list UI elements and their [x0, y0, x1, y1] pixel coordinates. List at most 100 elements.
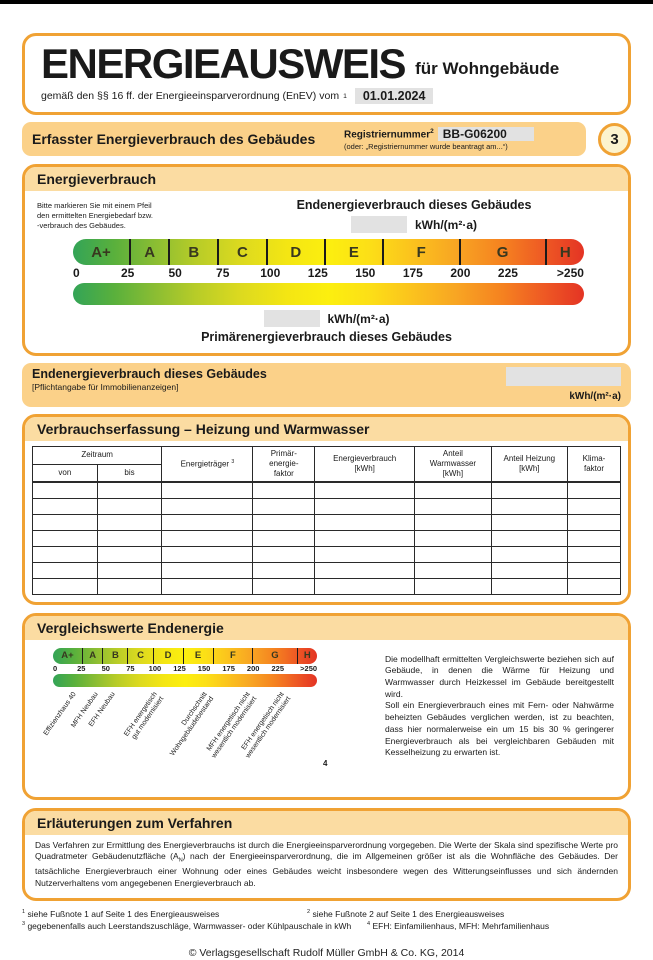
scale-class-g: G — [458, 239, 545, 266]
scale-class-e: E — [323, 239, 382, 266]
empty-cell[interactable] — [490, 481, 569, 499]
empty-cell[interactable] — [96, 497, 163, 515]
empty-cell[interactable] — [32, 481, 98, 499]
registry-alt-text: (oder: „Registriernummer wurde beantragt… — [344, 142, 508, 152]
empty-cell[interactable] — [96, 481, 163, 499]
final-energy-unit: kWh/(m²·a) — [415, 217, 477, 232]
empty-cell[interactable] — [414, 497, 492, 515]
explanation-section-title: Erläuterungen zum Verfahren — [25, 810, 628, 835]
empty-cell[interactable] — [96, 529, 163, 547]
empty-cell[interactable] — [161, 481, 254, 499]
primary-energy-value-field[interactable] — [263, 310, 320, 328]
final-energy-value-field[interactable] — [351, 216, 407, 234]
empty-cell[interactable] — [490, 513, 569, 531]
comparison-explanation: Die modellhaft ermittelten Vergleichswer… — [371, 648, 618, 793]
empty-cell[interactable] — [252, 513, 316, 531]
empty-cell[interactable] — [32, 545, 98, 563]
empty-cell[interactable] — [490, 529, 569, 547]
empty-cell[interactable] — [96, 545, 163, 563]
empty-cell[interactable] — [567, 529, 621, 547]
empty-cell[interactable] — [314, 513, 416, 531]
empty-cell[interactable] — [314, 529, 416, 547]
empty-cell[interactable] — [490, 577, 569, 595]
empty-cell[interactable] — [314, 481, 416, 499]
empty-cell[interactable] — [32, 577, 98, 595]
empty-cell[interactable] — [567, 481, 621, 499]
energy-consumption-section-title: Energieverbrauch — [25, 167, 628, 192]
empty-cell[interactable] — [414, 481, 492, 499]
consumption-table-section: Verbrauchserfassung – Heizung und Warmwa… — [22, 414, 631, 605]
energy-consumption-section: Energieverbrauch Bitte markieren Sie mit… — [22, 164, 631, 357]
empty-cell[interactable] — [32, 513, 98, 531]
primary-energy-unit: kWh/(m²·a) — [327, 311, 390, 326]
empty-cell[interactable] — [314, 561, 416, 579]
empty-cell[interactable] — [161, 545, 254, 563]
col-header-klimafaktor: Klima- faktor — [567, 446, 621, 484]
table-row — [32, 497, 621, 515]
final-energy-banner-value-field[interactable] — [506, 367, 621, 387]
empty-cell[interactable] — [567, 513, 621, 531]
empty-cell[interactable] — [96, 577, 163, 595]
empty-cell[interactable] — [252, 481, 316, 499]
footnote-3: 3 gegebenenfalls auch Leerstandszuschläg… — [22, 921, 352, 932]
empty-cell[interactable] — [314, 545, 416, 563]
issue-date-field[interactable]: 01.01.2024 — [354, 88, 434, 105]
final-energy-banner-subtitle: [Pflichtangabe für Immobilienanzeigen] — [32, 382, 179, 393]
empty-cell[interactable] — [414, 545, 492, 563]
empty-cell[interactable] — [567, 577, 621, 595]
empty-cell[interactable] — [32, 561, 98, 579]
comparison-section-title: Vergleichswerte Endenergie — [25, 615, 628, 640]
empty-cell[interactable] — [252, 545, 316, 563]
footnotes: 1 siehe Fußnote 1 auf Seite 1 des Energi… — [22, 908, 631, 934]
empty-cell[interactable] — [252, 497, 316, 515]
empty-cell[interactable] — [252, 577, 316, 595]
col-header-primaerfaktor: Primär- energie- faktor — [252, 446, 316, 484]
scale-class-a: A — [129, 239, 168, 266]
document-title: ENERGIEAUSWEIS — [41, 40, 407, 87]
document-title-suffix: für Wohngebäude — [415, 59, 560, 79]
col-header-zeitraum: Zeitraum — [31, 446, 163, 465]
section-banner-title: Erfasster Energieverbrauch des Gebäudes — [32, 131, 316, 148]
empty-cell[interactable] — [32, 529, 98, 547]
empty-cell[interactable] — [161, 513, 254, 531]
footnote-1: 1 siehe Fußnote 1 auf Seite 1 des Energi… — [22, 908, 220, 919]
table-row — [32, 545, 621, 563]
empty-cell[interactable] — [161, 577, 254, 595]
comparison-gradient-bar — [53, 673, 317, 687]
empty-cell[interactable] — [161, 497, 254, 515]
final-energy-banner: Endenergieverbrauch dieses Gebäudes [Pfl… — [22, 363, 631, 408]
empty-cell[interactable] — [96, 561, 163, 579]
empty-cell[interactable] — [252, 561, 316, 579]
empty-cell[interactable] — [32, 497, 98, 515]
final-energy-banner-title: Endenergieverbrauch dieses Gebäudes — [32, 367, 267, 382]
scale-class-b: B — [168, 239, 217, 266]
empty-cell[interactable] — [314, 577, 416, 595]
comparison-paragraph-1: Die modellhaft ermittelten Vergleichswer… — [385, 653, 614, 699]
empty-cell[interactable] — [490, 545, 569, 563]
empty-cell[interactable] — [567, 497, 621, 515]
empty-cell[interactable] — [414, 561, 492, 579]
empty-cell[interactable] — [161, 561, 254, 579]
comparison-tick-labels: 0 25 50 75 100 125 150 175 200 225 >250 — [53, 663, 318, 673]
empty-cell[interactable] — [314, 497, 416, 515]
col-header-von: von — [32, 463, 98, 484]
table-row — [32, 513, 621, 531]
empty-cell[interactable] — [252, 529, 316, 547]
empty-cell[interactable] — [414, 577, 492, 595]
empty-cell[interactable] — [490, 497, 569, 515]
consumption-table: Zeitraum Energieträger 3 Primär- energie… — [31, 446, 621, 595]
consumption-table-title: Verbrauchserfassung – Heizung und Warmwa… — [25, 417, 628, 442]
empty-cell[interactable] — [414, 529, 492, 547]
registry-number-field[interactable]: BB-G06200 — [437, 127, 534, 142]
page-top-rule — [0, 0, 653, 4]
empty-cell[interactable] — [414, 513, 492, 531]
empty-cell[interactable] — [567, 545, 621, 563]
final-energy-heading: Endenergieverbrauch dieses Gebäudes — [296, 198, 532, 213]
table-row — [32, 561, 621, 579]
empty-cell[interactable] — [490, 561, 569, 579]
empty-cell[interactable] — [96, 513, 163, 531]
empty-cell[interactable] — [567, 561, 621, 579]
empty-cell[interactable] — [161, 529, 254, 547]
